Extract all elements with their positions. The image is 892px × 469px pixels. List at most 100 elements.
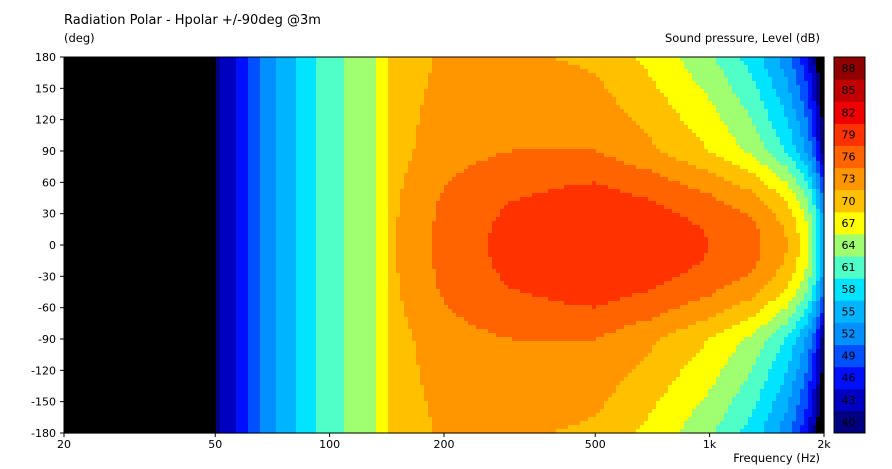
heatmap-cell	[176, 217, 181, 222]
heatmap-cell	[68, 137, 73, 142]
heatmap-cell	[160, 401, 165, 406]
heatmap-cell	[96, 81, 101, 86]
heatmap-cell	[124, 369, 129, 374]
heatmap-cell	[80, 141, 85, 146]
heatmap-cell	[232, 337, 237, 342]
heatmap-cell	[68, 301, 73, 306]
heatmap-cell	[176, 257, 181, 262]
heatmap-cell	[272, 73, 277, 78]
heatmap-cell	[180, 137, 185, 142]
heatmap-cell	[264, 389, 269, 394]
heatmap-cell	[64, 333, 69, 338]
heatmap-cell	[96, 369, 101, 374]
heatmap-cell	[72, 301, 77, 306]
heatmap-cell	[240, 341, 245, 346]
heatmap-cell	[152, 73, 157, 78]
heatmap-cell	[144, 121, 149, 126]
heatmap-cell	[172, 421, 177, 426]
heatmap-cell	[260, 385, 265, 390]
heatmap-cell	[176, 345, 181, 350]
heatmap-cell	[116, 321, 121, 326]
heatmap-cell	[240, 313, 245, 318]
heatmap-cell	[228, 117, 233, 122]
heatmap-cell	[148, 245, 153, 250]
heatmap-cell	[84, 221, 89, 226]
heatmap-cell	[68, 101, 73, 106]
heatmap-cell	[240, 217, 245, 222]
heatmap-cell	[144, 409, 149, 414]
heatmap-cell	[180, 69, 185, 74]
heatmap-cell	[84, 73, 89, 78]
heatmap-cell	[248, 341, 253, 346]
heatmap-cell	[184, 81, 189, 86]
heatmap-cell	[148, 197, 153, 202]
heatmap-cell	[168, 77, 173, 82]
heatmap-cell	[180, 89, 185, 94]
heatmap-cell	[268, 213, 273, 218]
heatmap-cell	[128, 405, 133, 410]
heatmap-cell	[244, 293, 249, 298]
heatmap-cell	[68, 173, 73, 178]
heatmap-cell	[160, 377, 165, 382]
heatmap-cell	[216, 425, 221, 430]
heatmap-cell	[80, 373, 85, 378]
heatmap-cell	[256, 425, 261, 430]
heatmap-cell	[68, 193, 73, 198]
heatmap-cell	[180, 401, 185, 406]
heatmap-cell	[76, 325, 81, 330]
heatmap-cell	[168, 73, 173, 78]
heatmap-cell	[236, 145, 241, 150]
heatmap-cell	[152, 101, 157, 106]
heatmap-cell	[188, 201, 193, 206]
heatmap-cell	[172, 133, 177, 138]
heatmap-cell	[260, 213, 265, 218]
heatmap-cell	[168, 305, 173, 310]
heatmap-cell	[128, 421, 133, 426]
heatmap-cell	[168, 289, 173, 294]
heatmap-cell	[144, 137, 149, 142]
heatmap-cell	[220, 373, 225, 378]
heatmap-cell	[92, 165, 97, 170]
heatmap-cell	[268, 129, 273, 134]
heatmap-cell	[224, 177, 229, 182]
heatmap-cell	[112, 237, 117, 242]
heatmap-cell	[160, 293, 165, 298]
heatmap-cell	[84, 401, 89, 406]
heatmap-cell	[80, 173, 85, 178]
heatmap-cell	[80, 425, 85, 430]
heatmap-cell	[152, 417, 157, 422]
heatmap-cell	[212, 157, 217, 162]
heatmap-cell	[136, 361, 141, 366]
heatmap-cell	[84, 325, 89, 330]
heatmap-cell	[112, 377, 117, 382]
heatmap-cell	[200, 65, 205, 70]
heatmap-cell	[216, 201, 221, 206]
heatmap-cell	[208, 345, 213, 350]
heatmap-cell	[264, 61, 269, 66]
heatmap-cell	[128, 265, 133, 270]
heatmap-cell	[140, 253, 145, 258]
heatmap-cell	[104, 369, 109, 374]
heatmap-cell	[128, 253, 133, 258]
heatmap-cell	[128, 301, 133, 306]
heatmap-cell	[224, 361, 229, 366]
heatmap-cell	[64, 385, 69, 390]
heatmap-cell	[64, 177, 69, 182]
heatmap-cell	[140, 377, 145, 382]
heatmap-cell	[268, 325, 273, 330]
heatmap-cell	[92, 229, 97, 234]
heatmap-cell	[212, 345, 217, 350]
heatmap-cell	[148, 317, 153, 322]
heatmap-cell	[196, 325, 201, 330]
heatmap-cell	[76, 373, 81, 378]
heatmap-cell	[96, 329, 101, 334]
heatmap-cell	[268, 217, 273, 222]
heatmap-cell	[256, 197, 261, 202]
heatmap-cell	[164, 325, 169, 330]
heatmap-cell	[76, 105, 81, 110]
heatmap-cell	[104, 81, 109, 86]
heatmap-cell	[220, 129, 225, 134]
heatmap-cell	[248, 193, 253, 198]
heatmap-cell	[244, 325, 249, 330]
heatmap-cell	[160, 389, 165, 394]
